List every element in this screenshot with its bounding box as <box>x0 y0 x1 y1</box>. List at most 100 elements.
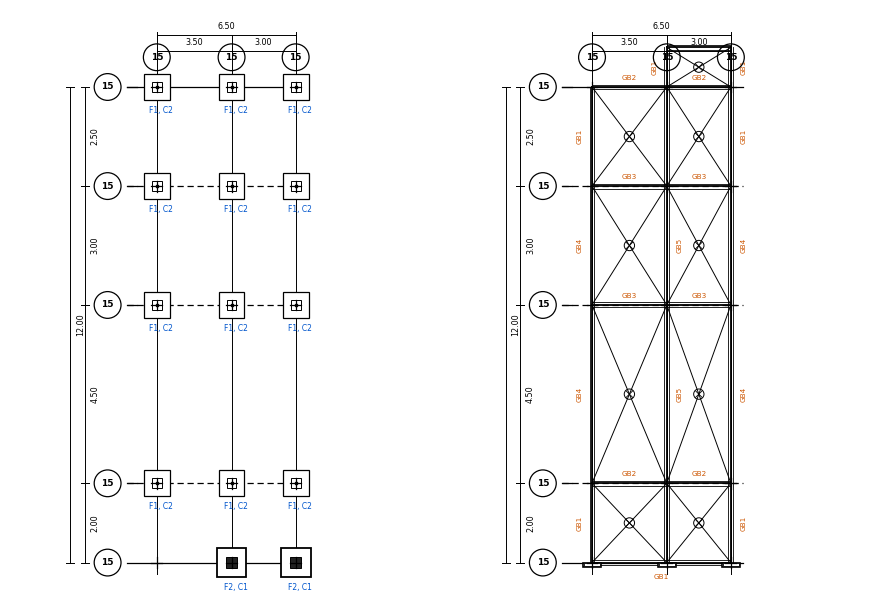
Text: GB1: GB1 <box>577 129 583 144</box>
Bar <box>144 292 170 318</box>
Text: 15: 15 <box>290 53 302 62</box>
Bar <box>281 548 311 578</box>
Text: 15: 15 <box>585 53 598 62</box>
Text: 2.50: 2.50 <box>526 128 535 145</box>
Text: 2.00: 2.00 <box>526 514 535 532</box>
Bar <box>722 563 740 567</box>
Bar <box>219 74 244 100</box>
Text: 4.50: 4.50 <box>526 385 535 403</box>
Text: F1, C2: F1, C2 <box>224 205 248 214</box>
Text: GB3: GB3 <box>622 292 637 298</box>
Bar <box>227 181 236 191</box>
Text: 3.00: 3.00 <box>255 39 272 48</box>
Text: GB1: GB1 <box>654 575 669 581</box>
Bar <box>290 557 302 569</box>
Bar <box>290 300 301 310</box>
Text: GB2: GB2 <box>622 75 637 81</box>
Text: GB3: GB3 <box>691 174 706 180</box>
Bar <box>227 300 236 310</box>
Text: GB1: GB1 <box>740 516 746 531</box>
Text: GB1: GB1 <box>651 60 657 75</box>
Text: 15: 15 <box>102 300 114 309</box>
Text: F1, C2: F1, C2 <box>288 324 312 333</box>
Bar <box>283 173 309 199</box>
Bar <box>219 173 244 199</box>
Text: GB4: GB4 <box>577 238 583 253</box>
Bar <box>144 74 170 100</box>
Text: GB2: GB2 <box>691 471 706 477</box>
Text: F1, C2: F1, C2 <box>224 502 248 511</box>
Text: 4.50: 4.50 <box>91 385 100 403</box>
Text: F1, C2: F1, C2 <box>149 324 172 333</box>
Text: 6.50: 6.50 <box>653 22 670 31</box>
Text: F2, C1: F2, C1 <box>288 583 312 592</box>
Text: 15: 15 <box>102 558 114 567</box>
Bar <box>226 557 237 569</box>
Bar <box>583 563 601 567</box>
Bar <box>283 292 309 318</box>
Text: F1, C2: F1, C2 <box>224 324 248 333</box>
Text: 15: 15 <box>661 53 673 62</box>
Bar <box>723 563 738 566</box>
Text: GB3: GB3 <box>622 174 637 180</box>
Text: 15: 15 <box>102 182 114 191</box>
Bar <box>290 181 301 191</box>
Text: 15: 15 <box>102 83 114 92</box>
Text: F1, C2: F1, C2 <box>149 205 172 214</box>
Text: 15: 15 <box>150 53 163 62</box>
Text: GB4: GB4 <box>740 238 746 253</box>
Text: 15: 15 <box>536 182 550 191</box>
Text: GB4: GB4 <box>740 387 746 402</box>
Text: 15: 15 <box>102 479 114 488</box>
Bar <box>283 470 309 496</box>
Text: F1, C2: F1, C2 <box>149 502 172 511</box>
Text: 12.00: 12.00 <box>511 314 520 336</box>
Text: F2, C1: F2, C1 <box>224 583 248 592</box>
Bar <box>219 470 244 496</box>
Text: 3.50: 3.50 <box>186 39 203 48</box>
Bar <box>144 470 170 496</box>
Text: F1, C2: F1, C2 <box>288 205 312 214</box>
Bar <box>290 478 301 488</box>
Bar <box>219 292 244 318</box>
Text: GB4: GB4 <box>577 387 583 402</box>
Bar <box>227 82 236 92</box>
Text: 15: 15 <box>536 83 550 92</box>
Bar <box>144 173 170 199</box>
Text: F1, C2: F1, C2 <box>288 106 312 115</box>
Text: 3.50: 3.50 <box>620 39 638 48</box>
Text: 3.00: 3.00 <box>91 237 100 254</box>
Bar <box>152 478 162 488</box>
Bar <box>659 563 675 566</box>
Text: 3.00: 3.00 <box>690 39 708 48</box>
Bar <box>152 300 162 310</box>
Text: GB5: GB5 <box>676 238 682 253</box>
Text: F1, C2: F1, C2 <box>224 106 248 115</box>
Text: 15: 15 <box>226 53 238 62</box>
Bar <box>283 74 309 100</box>
Text: 12.00: 12.00 <box>76 314 85 336</box>
Text: 15: 15 <box>536 300 550 309</box>
Text: 2.00: 2.00 <box>91 514 100 532</box>
Text: GB1: GB1 <box>577 516 583 531</box>
Text: 6.50: 6.50 <box>217 22 235 31</box>
Bar <box>290 82 301 92</box>
Bar <box>584 563 600 566</box>
Bar <box>658 563 676 567</box>
Text: 15: 15 <box>724 53 737 62</box>
Text: 3.00: 3.00 <box>526 237 535 254</box>
Text: F1, C2: F1, C2 <box>288 502 312 511</box>
Text: 2.50: 2.50 <box>91 128 100 145</box>
Text: GB2: GB2 <box>691 75 706 81</box>
Text: GB3: GB3 <box>691 292 706 298</box>
Text: 15: 15 <box>536 479 550 488</box>
Text: F1, C2: F1, C2 <box>149 106 172 115</box>
Bar <box>152 181 162 191</box>
Bar <box>217 548 247 578</box>
Text: GB1: GB1 <box>740 60 746 75</box>
Text: GB5: GB5 <box>676 387 682 402</box>
Text: GB2: GB2 <box>622 471 637 477</box>
Bar <box>152 82 162 92</box>
Text: GB1: GB1 <box>740 129 746 144</box>
Text: 15: 15 <box>536 558 550 567</box>
